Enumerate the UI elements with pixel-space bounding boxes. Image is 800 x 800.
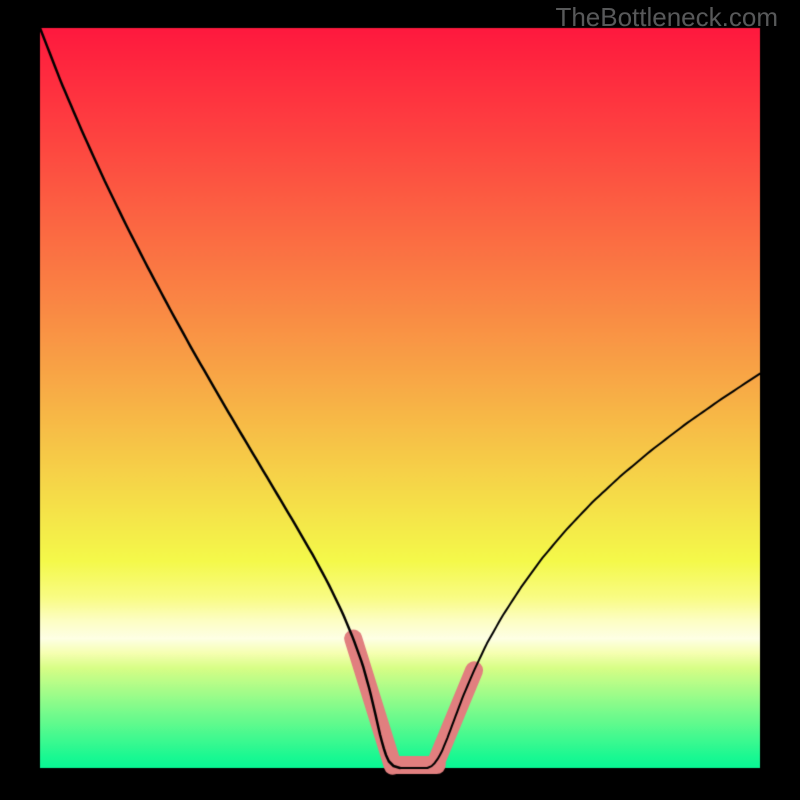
chart-stage: TheBottleneck.com <box>0 0 800 800</box>
bottleneck-curve-chart <box>0 0 800 800</box>
watermark-text: TheBottleneck.com <box>555 2 778 33</box>
